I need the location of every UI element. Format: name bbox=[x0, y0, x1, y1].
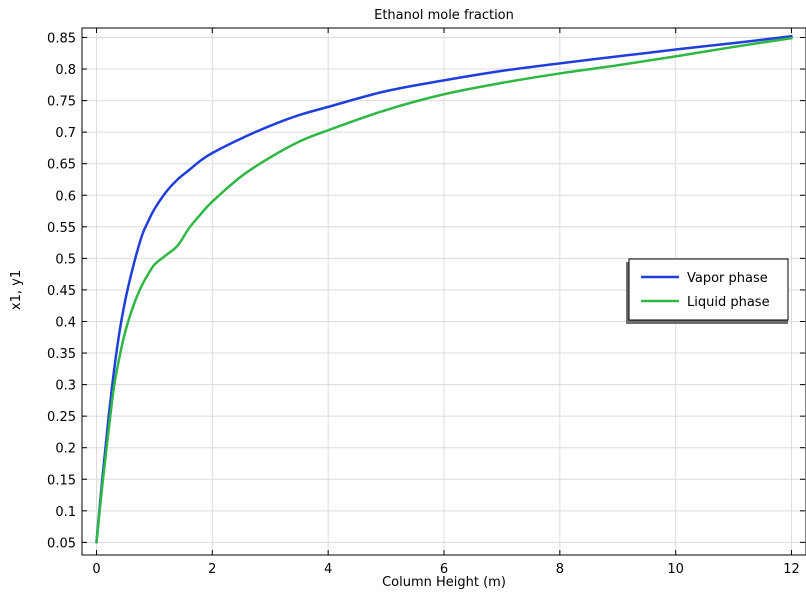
y-tick-label: 0.85 bbox=[47, 31, 76, 46]
chart-title: Ethanol mole fraction bbox=[374, 8, 514, 23]
x-tick-label: 8 bbox=[556, 562, 564, 577]
y-tick-label: 0.35 bbox=[47, 347, 76, 362]
x-tick-label: 6 bbox=[440, 562, 448, 577]
y-tick-label: 0.05 bbox=[47, 536, 76, 551]
x-tick-label: 0 bbox=[92, 562, 100, 577]
legend-label-liquid: Liquid phase bbox=[687, 295, 770, 310]
series-line-vapor bbox=[95, 34, 793, 544]
y-tick-label: 0.25 bbox=[47, 410, 76, 425]
y-tick-label: 0.55 bbox=[47, 221, 76, 236]
grid-layer bbox=[82, 28, 806, 555]
y-tick-label: 0.8 bbox=[55, 63, 76, 78]
legend: Vapor phase Liquid phase bbox=[626, 258, 789, 324]
tick-layer: 0 2 4 6 8 10 12 0.05 0.1 0.15 0.2 0.25 0.3 0.35 0.4 0.4… bbox=[47, 28, 805, 577]
y-tick-label: 0.1 bbox=[55, 505, 76, 520]
y-tick-label: 0.7 bbox=[55, 126, 76, 141]
legend-label-vapor: Vapor phase bbox=[687, 271, 768, 286]
y-tick-label: 0.4 bbox=[55, 315, 76, 330]
y-tick-label: 0.45 bbox=[47, 284, 76, 299]
x-axis-title: Column Height (m) bbox=[382, 575, 506, 590]
legend-box bbox=[628, 258, 789, 321]
x-tick-label: 2 bbox=[208, 562, 216, 577]
x-tick-label: 10 bbox=[667, 562, 684, 577]
x-tick-label: 4 bbox=[324, 562, 332, 577]
y-tick-label: 0.65 bbox=[47, 158, 76, 173]
x-tick-label: 12 bbox=[783, 562, 800, 577]
y-tick-label: 0.5 bbox=[55, 252, 76, 267]
y-tick-label: 0.75 bbox=[47, 95, 76, 110]
y-tick-label: 0.15 bbox=[47, 473, 76, 488]
y-tick-label: 0.6 bbox=[55, 189, 76, 204]
y-axis-title: x1, y1 bbox=[9, 270, 24, 310]
y-tick-label: 0.3 bbox=[55, 379, 76, 394]
series-layer bbox=[95, 34, 793, 544]
series-line-liquid bbox=[95, 36, 793, 544]
y-tick-label: 0.2 bbox=[55, 442, 76, 457]
